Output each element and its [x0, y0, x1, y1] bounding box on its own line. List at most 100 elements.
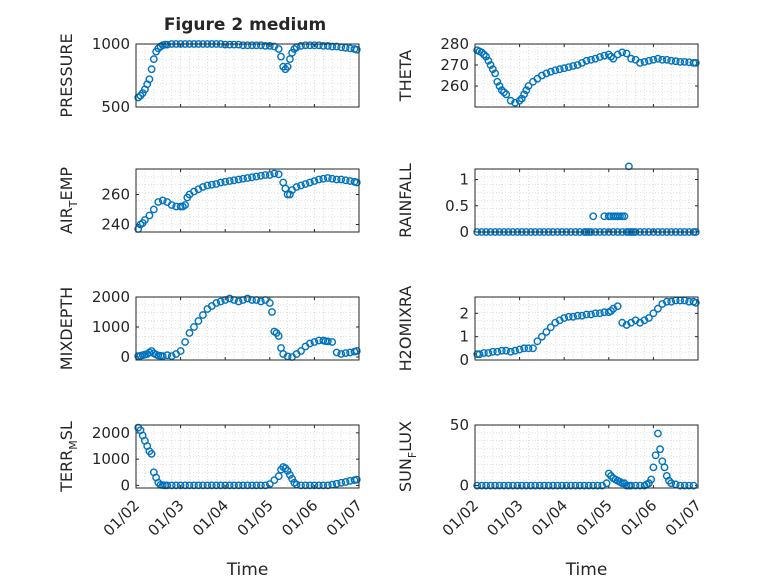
y-axis-label: RAINFALL	[396, 163, 415, 238]
data-point	[181, 338, 190, 346]
data-point	[596, 309, 604, 318]
data-point	[243, 174, 252, 182]
y-tick-label: 2000	[92, 424, 130, 442]
figure-title: Figure 2 medium	[164, 15, 326, 35]
data-point	[234, 481, 243, 490]
data-point	[261, 481, 270, 490]
data-point	[305, 481, 314, 490]
data-point	[252, 172, 261, 181]
data-point	[194, 317, 203, 325]
data-point	[578, 311, 586, 320]
data-point	[288, 48, 296, 57]
data-point	[225, 294, 234, 303]
data-point	[207, 481, 216, 490]
data-point	[181, 201, 190, 209]
subplot-3: 240 260 AIRTEMP	[57, 167, 361, 234]
data-point	[500, 88, 508, 97]
data-point	[495, 481, 504, 490]
data-point	[248, 481, 256, 490]
data-point	[203, 181, 212, 190]
data-point	[486, 61, 495, 69]
data-point	[477, 481, 486, 490]
data-point	[520, 90, 528, 99]
data-point	[198, 481, 207, 490]
data-point	[341, 43, 350, 52]
data-point	[484, 349, 493, 357]
data-point	[571, 481, 580, 490]
data-point	[212, 180, 221, 188]
y-tick-label: 1000	[92, 318, 130, 336]
data-point	[549, 481, 557, 490]
data-point	[529, 344, 537, 353]
data-point	[256, 171, 265, 180]
data-point	[654, 304, 662, 313]
data-point	[654, 54, 662, 63]
data-point	[167, 352, 176, 360]
data-point	[277, 52, 285, 61]
data-point	[564, 63, 573, 71]
data-point	[575, 481, 584, 490]
data-point	[542, 328, 551, 336]
data-point	[190, 323, 198, 331]
data-point	[569, 312, 577, 321]
data-point	[602, 479, 611, 488]
data-point	[573, 311, 582, 320]
data-point	[477, 48, 486, 57]
data-point	[482, 481, 490, 490]
data-point	[573, 61, 582, 69]
data-point	[310, 41, 319, 50]
data-point	[627, 54, 635, 63]
y-axis-label: THETA	[396, 50, 415, 102]
data-point	[691, 59, 700, 67]
data-point	[221, 481, 230, 490]
data-point	[234, 40, 243, 49]
data-point	[352, 347, 361, 355]
data-point	[252, 41, 261, 50]
y-tick-label: 260	[101, 186, 130, 204]
data-point	[544, 481, 553, 490]
data-point	[479, 349, 488, 357]
data-point	[656, 445, 664, 454]
data-point	[274, 170, 283, 179]
axes-box	[135, 43, 360, 108]
data-point	[212, 481, 221, 490]
data-point	[341, 478, 350, 486]
data-point	[473, 481, 482, 490]
y-tick-label: 0	[120, 348, 130, 366]
data-point	[270, 476, 279, 484]
data-point	[230, 40, 239, 49]
y-axis-label-subscript: M	[67, 440, 80, 450]
data-point	[337, 478, 346, 487]
data-point	[515, 345, 524, 354]
data-point	[301, 41, 310, 50]
y-tick-label: 2000	[92, 288, 130, 306]
y-tick-label: 0	[120, 476, 130, 494]
axes-box	[135, 296, 360, 361]
data-point	[305, 178, 314, 187]
data-point	[149, 55, 158, 63]
data-point	[145, 211, 154, 220]
data-point	[297, 42, 305, 50]
data-point	[486, 481, 495, 490]
data-point	[332, 479, 341, 488]
y-axis-label: MIXDEPTH	[57, 287, 76, 370]
data-point	[265, 480, 274, 488]
data-point	[185, 329, 194, 337]
data-point	[667, 56, 676, 65]
y-tick-label: 2	[459, 304, 469, 322]
data-point	[256, 481, 265, 490]
data-point	[225, 481, 234, 490]
data-point	[627, 481, 635, 490]
axes-box	[135, 424, 360, 489]
data-point	[243, 41, 252, 50]
data-point	[297, 181, 305, 190]
data-point	[569, 62, 577, 70]
data-point	[283, 190, 292, 199]
data-point	[620, 212, 629, 221]
y-axis-label-main: PRESSURE	[57, 33, 76, 117]
y-tick-label: 0	[459, 351, 469, 369]
y-axis-label-main: AIR	[57, 207, 76, 234]
data-point	[667, 479, 676, 488]
